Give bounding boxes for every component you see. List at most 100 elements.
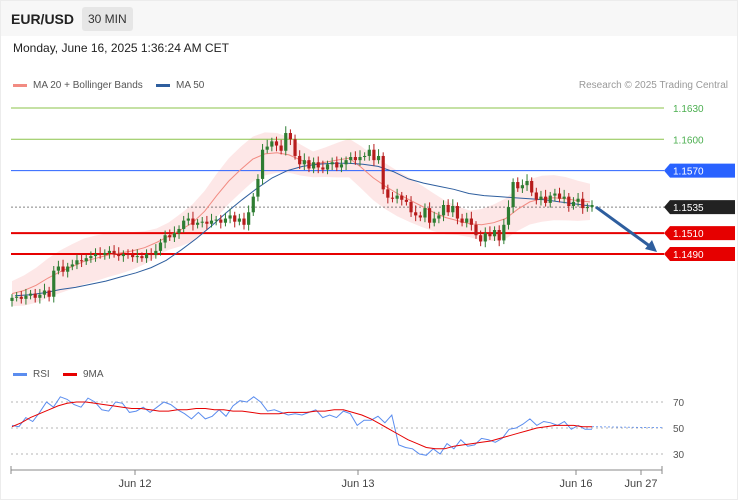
legend-rsi: RSI (13, 369, 50, 380)
candle-body (131, 255, 135, 258)
rsi-line (11, 396, 592, 456)
candle-body (10, 297, 14, 301)
forecast-arrow-shaft (595, 205, 652, 249)
rsi-ma-swatch (63, 373, 77, 376)
symbol-title: EUR/USD (11, 11, 75, 27)
price-level-label: 1.1510 (673, 229, 704, 240)
candle-body (61, 266, 65, 272)
candle-body (455, 206, 460, 219)
candle-body (274, 141, 279, 146)
candle-body (376, 155, 381, 161)
rsi-ma-line (11, 401, 592, 450)
candle-body (502, 224, 506, 241)
candle-body (344, 160, 348, 165)
candle-body (47, 290, 51, 297)
candle-body (196, 222, 200, 225)
rsi-swatch (13, 373, 27, 376)
candle-body (312, 162, 316, 169)
candle-body (567, 196, 571, 207)
candle-body (214, 219, 218, 221)
x-axis-label: Jun 27 (624, 478, 657, 490)
legend-rsi-ma-label: 9MA (83, 369, 104, 380)
x-axis-label: Jun 13 (341, 478, 374, 490)
candle-body (330, 162, 334, 165)
candle-body (284, 133, 288, 151)
timeframe-badge[interactable]: 30 MIN (82, 7, 133, 31)
candle-body (84, 258, 88, 262)
candle-body (553, 193, 557, 196)
candle-body (497, 230, 501, 241)
candle-body (298, 155, 302, 165)
price-level-tag (664, 247, 735, 261)
rsi-tick-label: 70 (673, 398, 685, 409)
candle-body (581, 198, 585, 209)
candle-body (451, 206, 455, 213)
candle-body (492, 230, 497, 237)
candle-body (80, 260, 84, 262)
candle-body (260, 149, 265, 179)
price-level-tag (664, 226, 735, 241)
candle-body (15, 296, 19, 298)
candle-body (112, 250, 116, 254)
candle-body (506, 207, 511, 225)
candle-body (548, 195, 552, 203)
candle-body (544, 196, 548, 203)
candle-body (562, 196, 566, 199)
candle-body (372, 149, 376, 161)
candle-body (288, 133, 292, 140)
candle-body (209, 220, 214, 224)
ma50-swatch (156, 84, 170, 87)
legend-bollinger: MA 20 + Bollinger Bands (13, 80, 143, 91)
candle-body (233, 215, 237, 222)
candle-body (590, 204, 594, 208)
candle-body (251, 196, 255, 213)
candle-body (242, 218, 246, 225)
x-axis-label: Jun 12 (118, 478, 151, 490)
rsi-tick-label: 50 (673, 424, 685, 435)
candle-body (520, 185, 524, 189)
candle-body (446, 204, 450, 213)
candle-body (182, 220, 186, 229)
candle-body (571, 201, 576, 207)
candle-body (511, 182, 515, 208)
candle-body (335, 162, 339, 168)
candle-body (158, 242, 163, 251)
candle-body (256, 178, 260, 197)
candle-body (149, 254, 153, 256)
candle-body (93, 254, 98, 257)
candle-body (89, 256, 93, 259)
bollinger-swatch (13, 84, 27, 87)
candle-body (576, 198, 580, 202)
legend-rsi-label: RSI (33, 369, 50, 380)
price-level-label: 1.1535 (673, 203, 704, 214)
candle-body (247, 212, 251, 225)
candle-body (381, 155, 385, 190)
candle-body (126, 254, 130, 256)
candle-body (279, 145, 283, 151)
candle-body (144, 254, 149, 259)
candle-body (191, 218, 195, 225)
candle-body (418, 215, 422, 218)
chart-datetime: Monday, June 16, 2025 1:36:24 AM CET (13, 41, 229, 55)
candle-body (395, 195, 399, 199)
rsi-ma-extension (591, 426, 665, 429)
candle-body (474, 224, 478, 236)
candle-body (307, 160, 311, 169)
candle-body (163, 235, 167, 243)
price-level-label: 1.1630 (673, 104, 704, 115)
candle-body (56, 266, 60, 271)
candle-body (302, 160, 306, 165)
candle-body (205, 221, 209, 224)
candle-body (219, 219, 223, 223)
candle-body (24, 295, 28, 299)
candle-body (409, 201, 413, 213)
candle-body (117, 254, 121, 257)
candle-body (423, 208, 427, 218)
research-credit: Research © 2025 Trading Central (578, 80, 728, 91)
candle-body (488, 233, 492, 237)
chart-header: EUR/USD 30 MIN (0, 0, 738, 36)
candles-group (10, 126, 594, 307)
candle-body (28, 293, 33, 296)
candle-body (200, 221, 204, 223)
